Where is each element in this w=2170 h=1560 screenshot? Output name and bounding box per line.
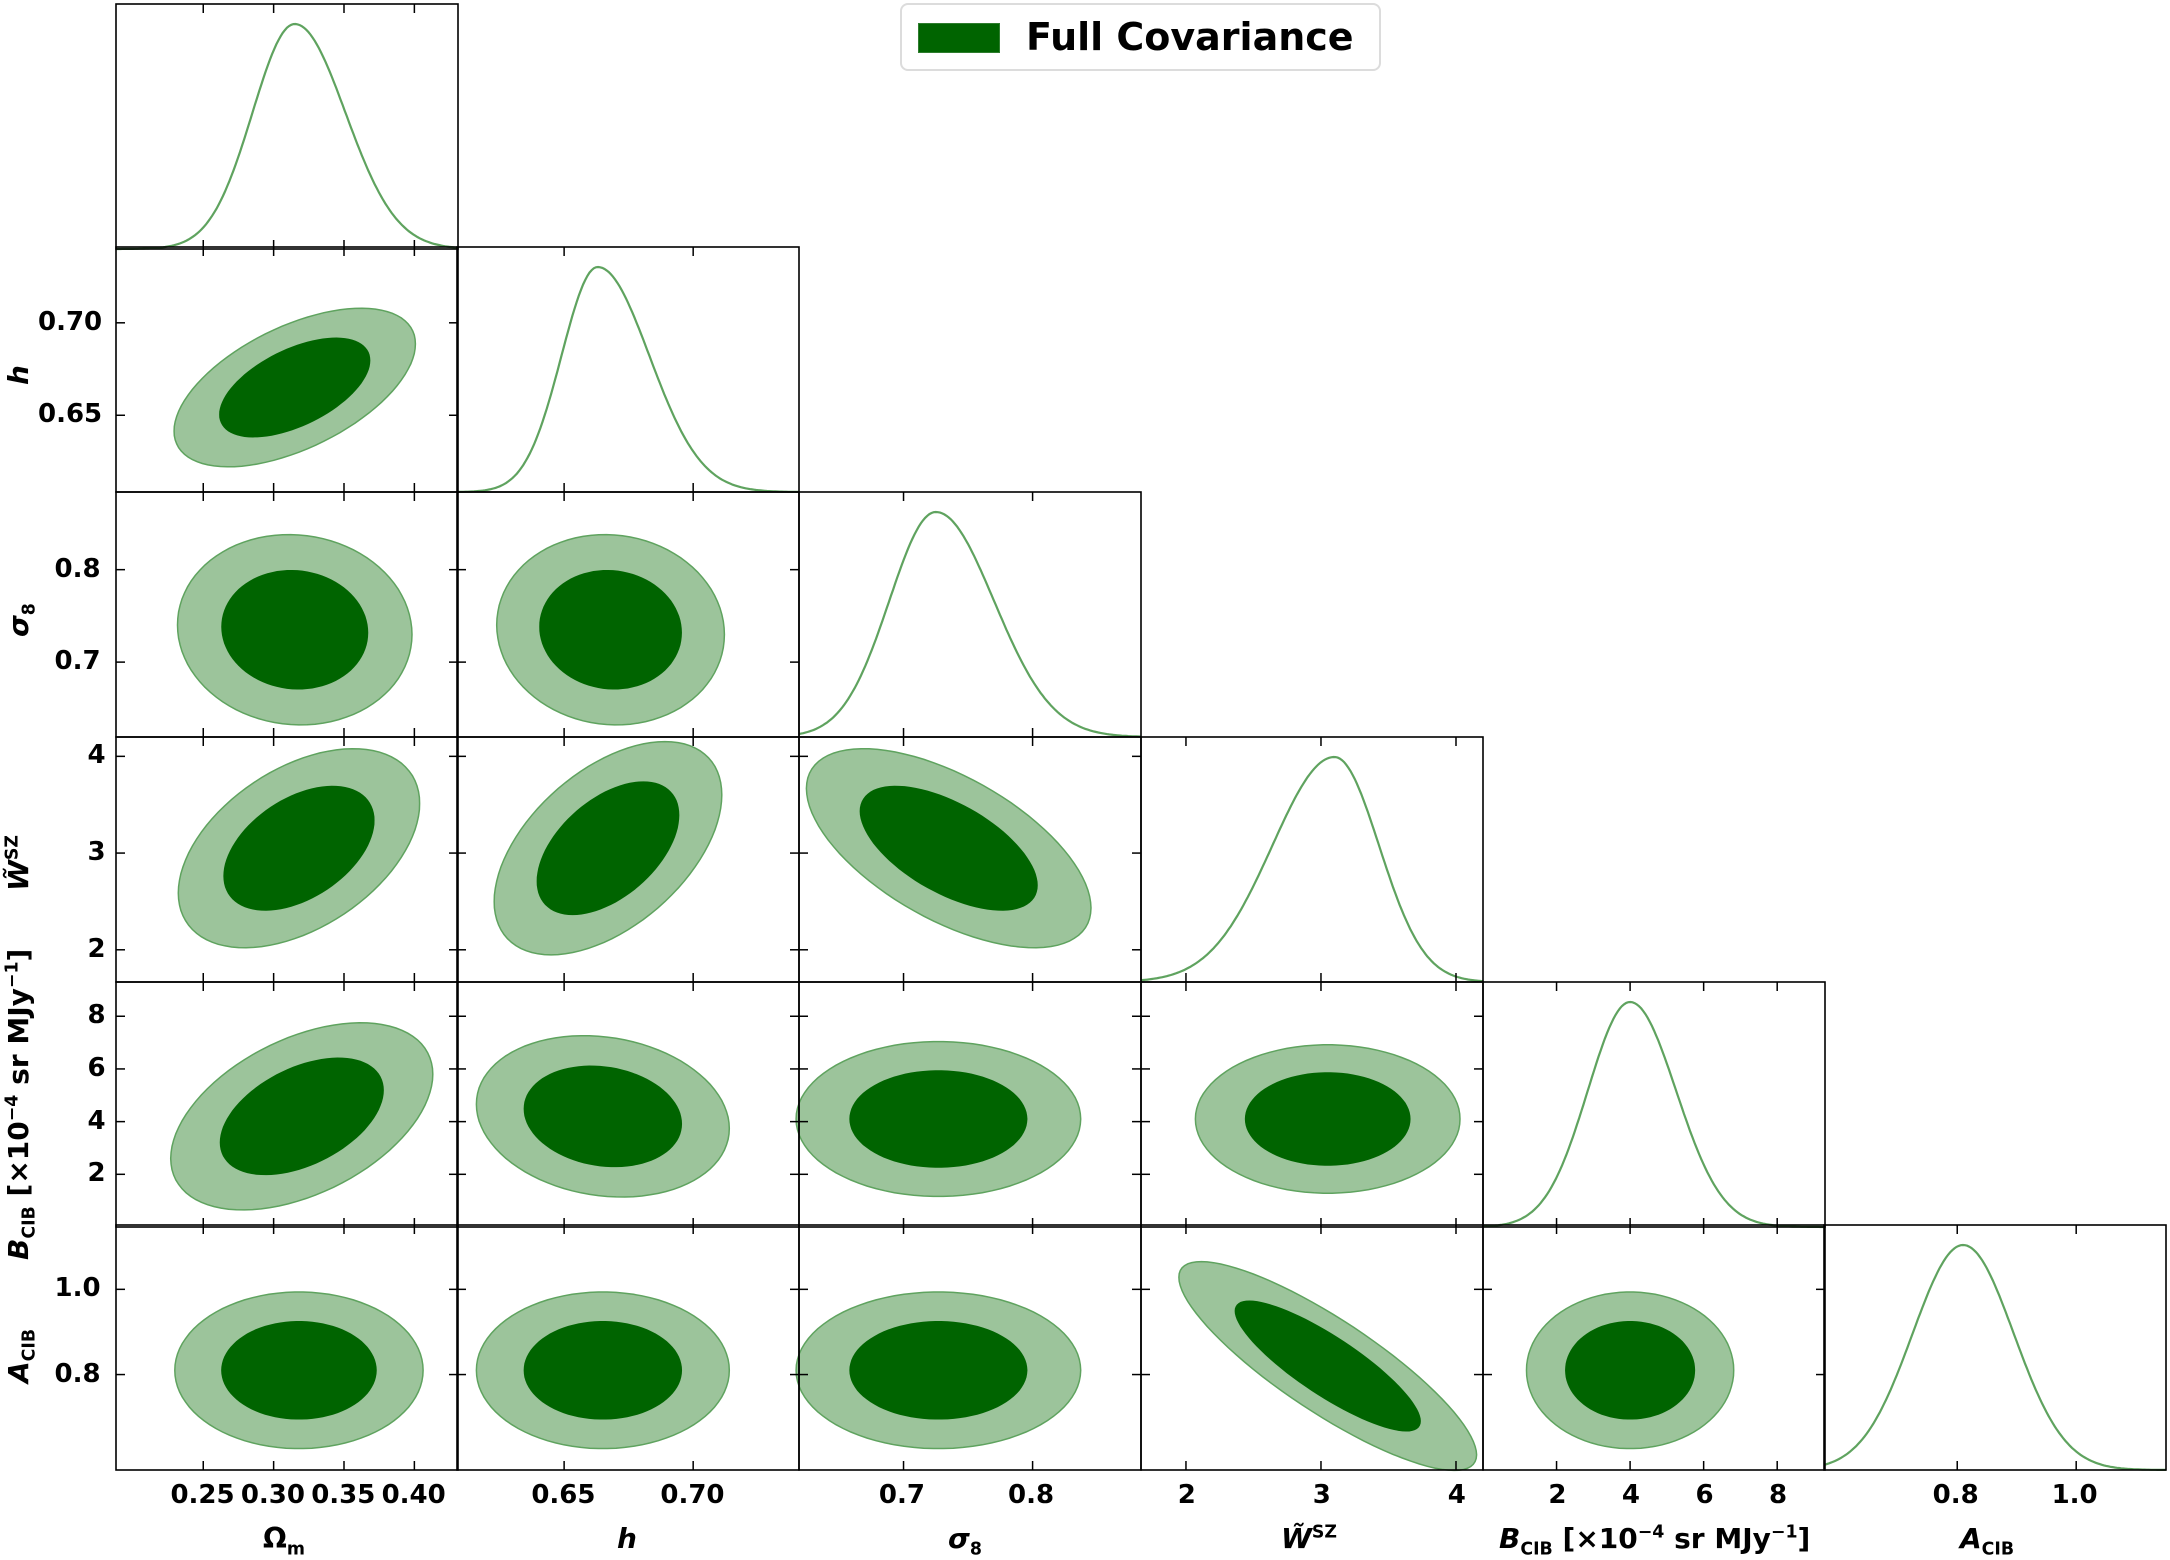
y-tick-label: 0.70 — [38, 306, 103, 337]
y-axis-label-5: ACIB — [2, 1328, 40, 1383]
x-axis-label-5: ACIB — [1960, 1522, 2015, 1560]
contour-68 — [219, 337, 371, 438]
contour-68 — [523, 1321, 683, 1420]
marginal-curve-0 — [116, 22, 459, 251]
x-axis-label-2: σ8 — [948, 1522, 982, 1560]
contour-panel-2-0 — [176, 533, 413, 726]
contour-68 — [1565, 1321, 1696, 1420]
y-axis-label-3: W̃SZ — [2, 834, 35, 891]
marginal-curve-3 — [1140, 755, 1484, 983]
contour-68 — [536, 781, 680, 916]
y-tick-label: 6 — [87, 1052, 106, 1083]
y-axis-label-4: BCIB [×10−4 sr MJy−1] — [2, 948, 40, 1260]
x-axis-label-0: Ωm — [263, 1522, 305, 1560]
y-tick-label: 3 — [87, 837, 106, 868]
contour-panel-5-4 — [1525, 1291, 1735, 1450]
contour-68 — [221, 569, 369, 690]
legend: Full Covariance — [900, 3, 1381, 71]
contour-panel-5-3 — [1178, 1260, 1478, 1472]
marginal-curve-4 — [1482, 1000, 1825, 1229]
y-axis-label-2: σ8 — [2, 602, 40, 637]
y-axis-label-1: h — [2, 364, 35, 385]
contour-panel-1-0 — [173, 307, 417, 468]
legend-swatch — [918, 23, 1000, 53]
x-axis-label-3: W̃SZ — [1281, 1522, 1337, 1555]
contour-68 — [539, 569, 682, 690]
y-tick-label: 0.7 — [54, 646, 101, 677]
panel-frame — [456, 246, 800, 493]
y-tick-label: 0.8 — [54, 1358, 101, 1389]
y-tick-label: 2 — [87, 1158, 106, 1189]
contour-panel-4-2 — [795, 1040, 1082, 1198]
contour-68 — [1244, 1072, 1411, 1166]
x-tick-label: 0.30 — [240, 1480, 305, 1510]
contour-panel-5-2 — [795, 1291, 1082, 1450]
y-tick-label: 2 — [87, 933, 106, 964]
contour-panel-4-3 — [1194, 1044, 1461, 1194]
panel-frame — [115, 981, 459, 1228]
contour-panel-4-1 — [475, 1034, 731, 1198]
contour-panel-4-0 — [169, 1022, 434, 1211]
panel-frame — [1482, 1224, 1826, 1471]
contour-68 — [221, 1321, 377, 1420]
y-tick-label: 8 — [87, 1000, 106, 1031]
x-tick-label: 8 — [1768, 1480, 1788, 1510]
x-tick-label: 0.40 — [381, 1480, 446, 1510]
contour-68 — [219, 1057, 384, 1176]
contour-68 — [859, 785, 1038, 911]
marginal-curve-5 — [1823, 1243, 2166, 1471]
y-tick-label: 0.8 — [54, 553, 101, 584]
y-tick-label: 0.65 — [38, 399, 103, 430]
x-tick-label: 4 — [1621, 1480, 1640, 1510]
x-tick-label: 0.65 — [531, 1480, 596, 1510]
contour-68 — [523, 1065, 683, 1168]
x-tick-label: 0.8 — [1007, 1480, 1055, 1510]
panel-frame — [1823, 1224, 2167, 1471]
contour-68 — [849, 1070, 1028, 1168]
contour-panel-5-0 — [174, 1291, 424, 1450]
contour-panel-3-2 — [805, 747, 1092, 949]
contour-panel-3-1 — [493, 740, 723, 956]
contour-68 — [849, 1321, 1028, 1420]
panel-frame — [115, 1224, 459, 1471]
y-tick-label: 4 — [87, 740, 106, 771]
y-tick-label: 4 — [87, 1105, 106, 1136]
y-tick-label: 1.0 — [54, 1273, 101, 1304]
panel-frame — [115, 3, 459, 250]
x-tick-label: 0.8 — [1932, 1480, 1979, 1510]
contour-panel-5-1 — [475, 1291, 731, 1450]
x-tick-label: 4 — [1447, 1480, 1466, 1510]
x-tick-label: 2 — [1548, 1480, 1567, 1510]
x-tick-label: 0.70 — [660, 1480, 725, 1510]
panel-frame — [798, 491, 1142, 738]
x-tick-label: 0.7 — [878, 1480, 925, 1510]
x-tick-label: 3 — [1312, 1480, 1331, 1510]
marginal-curve-1 — [457, 265, 799, 493]
x-tick-label: 0.25 — [170, 1480, 235, 1510]
panel-frame — [1140, 736, 1484, 983]
x-axis-label-4: BCIB [×10−4 sr MJy−1] — [1499, 1522, 1811, 1560]
contour-68 — [223, 785, 375, 911]
x-tick-label: 0.35 — [311, 1480, 376, 1510]
contour-panel-2-1 — [495, 533, 726, 726]
panel-frame — [1482, 981, 1826, 1228]
contour-panel-3-0 — [177, 747, 421, 949]
x-tick-label: 6 — [1695, 1480, 1714, 1510]
marginal-curve-2 — [798, 510, 1142, 738]
contour-68 — [1234, 1300, 1421, 1432]
legend-label: Full Covariance — [1026, 15, 1354, 59]
x-tick-label: 1.0 — [2051, 1480, 2098, 1510]
x-axis-label-1: h — [617, 1522, 637, 1555]
x-tick-label: 2 — [1177, 1480, 1196, 1510]
